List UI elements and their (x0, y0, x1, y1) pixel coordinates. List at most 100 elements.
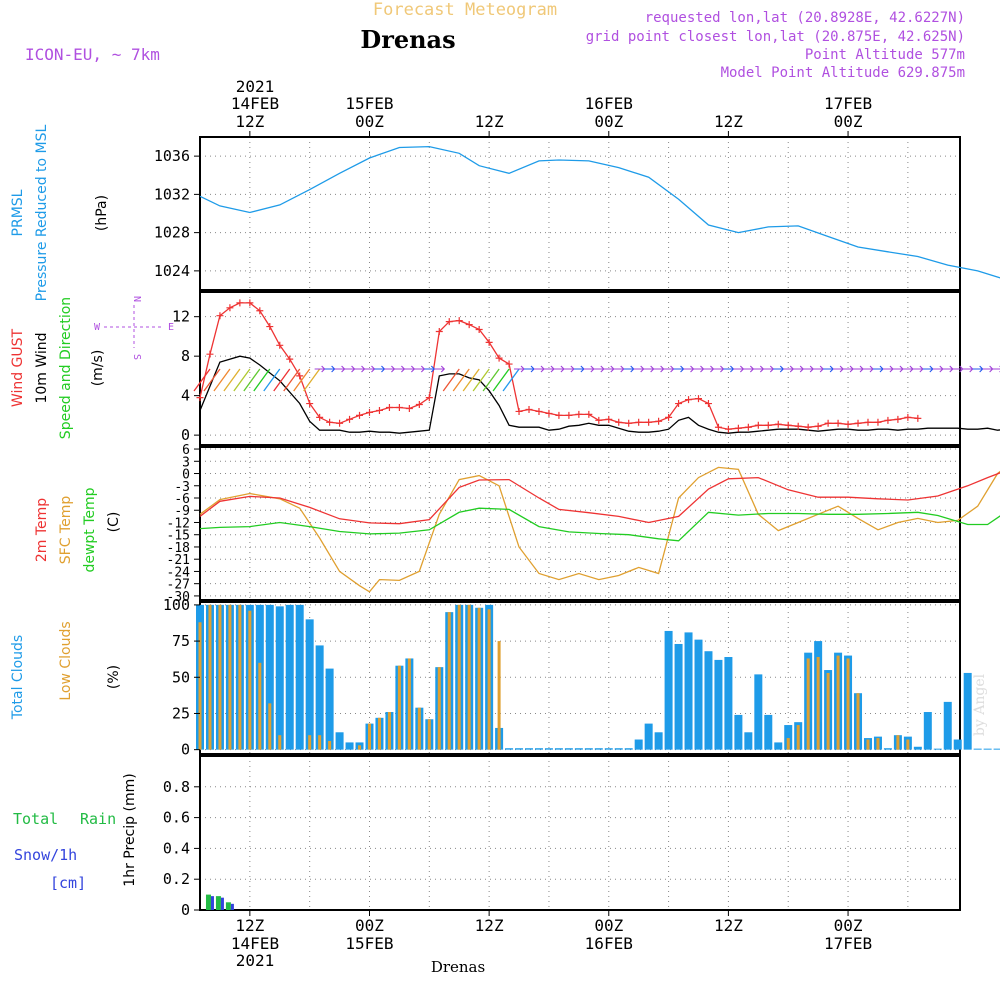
low-cloud-bar-12 (318, 735, 322, 750)
low-cloud-bar-2 (218, 604, 222, 750)
gust-marker-4 (236, 299, 244, 307)
low-cloud-bar-67 (866, 739, 870, 750)
gust-marker-36 (555, 411, 563, 419)
top-time-label-1: 00Z (355, 112, 384, 131)
total-cloud-bar-46 (654, 732, 663, 750)
bottom-time-label-2: 12Z (475, 916, 504, 935)
wind-arrow-27 (394, 365, 406, 373)
total-cloud-bar-43 (624, 748, 633, 750)
wind-arrow-50 (623, 365, 635, 373)
wind-barb-14 (263, 368, 281, 392)
gust-marker-31 (505, 360, 513, 368)
gust-marker-10 (296, 372, 304, 380)
gust-marker-70 (894, 415, 902, 423)
low-cloud-bar-29 (487, 609, 491, 750)
gust-marker-33 (525, 405, 533, 413)
total-cloud-bar-39 (584, 748, 593, 750)
wind-arrow-59 (713, 365, 725, 373)
low-cloud-bar-16 (358, 745, 362, 750)
low-cloud-bar-22 (417, 707, 421, 750)
total-cloud-bar-7 (265, 604, 274, 750)
gust-marker-40 (595, 416, 603, 424)
top-time-label-4: 12Z (714, 112, 743, 131)
gust-marker-71 (904, 413, 912, 421)
total-cloud-bar-80 (993, 748, 1000, 750)
gust-marker-50 (695, 395, 702, 403)
gust-marker-42 (615, 418, 623, 426)
gust-marker-41 (605, 415, 613, 423)
temp-frame (199, 446, 961, 601)
gust-marker-11 (306, 400, 314, 408)
requested-coords: requested lon,lat (20.8928E, 42.6227N) (645, 10, 965, 26)
wind-arrow-56 (683, 365, 695, 373)
gust-marker-9 (286, 355, 294, 363)
total-cloud-bar-45 (644, 723, 653, 750)
wind-arrow-60 (723, 365, 735, 373)
total-cloud-bar-31 (505, 748, 514, 750)
wind-ylabel-1: 4 (181, 387, 190, 405)
low-cloud-bar-71 (906, 739, 910, 750)
precip-ylabel-4: 0.8 (163, 778, 190, 796)
wind-arrow-77 (892, 365, 904, 373)
total-cloud-bar-9 (285, 604, 294, 750)
wind-arrow-23 (354, 365, 366, 373)
gust-marker-18 (375, 406, 383, 414)
bottom-date-label-1: 15FEB (345, 934, 393, 953)
gust-marker-52 (714, 423, 722, 431)
low-cloud-bar-1 (208, 604, 212, 750)
wind-arrow-54 (663, 365, 675, 373)
top-time-label-0: 12Z (235, 112, 264, 131)
total-clouds-label: Total Clouds (10, 635, 26, 720)
clouds-ylabel-3: 75 (172, 632, 190, 650)
temp-dewpt-label: dewpt Temp (82, 487, 98, 572)
gust-marker-17 (365, 408, 373, 416)
precip-snow-label: Snow/1h (14, 846, 77, 864)
total-cloud-bar-78 (973, 748, 982, 750)
clouds-ylabel-1: 25 (172, 704, 190, 722)
low-cloud-bar-19 (387, 712, 391, 750)
low-cloud-bar-20 (397, 665, 401, 750)
total-cloud-bar-72 (913, 746, 922, 750)
wind-arrow-26 (384, 365, 396, 373)
wind-arrow-55 (673, 365, 685, 373)
gust-marker-2 (216, 312, 224, 320)
low-cloud-bar-17 (367, 723, 371, 750)
gust-marker-1 (206, 350, 214, 358)
wind-arrow-52 (643, 365, 655, 373)
gust-marker-5 (246, 299, 254, 307)
bottom-year: 2021 (236, 951, 275, 970)
precip-ylabel-2: 0.4 (163, 839, 190, 857)
watermark: by Angel (972, 673, 988, 736)
wind-arrow-41 (533, 365, 545, 373)
wind-arrow-87 (992, 365, 1000, 373)
gust-marker-37 (565, 411, 573, 419)
total-cloud-bar-10 (295, 604, 304, 750)
wind-arrow-31 (434, 365, 446, 373)
wind-speed-line (199, 355, 1000, 434)
wind-barb-13 (253, 368, 271, 392)
low-cloud-bar-13 (328, 740, 332, 750)
total-cloud-bar-75 (943, 701, 952, 750)
total-cloud-bar-58 (774, 742, 783, 750)
cloud-labels: Total Clouds Low Clouds (%) (10, 621, 122, 720)
low-cloud-bar-11 (308, 735, 312, 750)
temp-ylabel-9: -3 (174, 480, 190, 495)
total-cloud-bar-8 (275, 606, 284, 750)
gust-marker-49 (685, 396, 693, 404)
clouds-unit: (%) (106, 665, 122, 689)
top-date-label-3: 16FEB (585, 94, 633, 113)
wind-arrow-30 (424, 365, 436, 373)
top-first-date: 14FEB (231, 94, 279, 113)
bottom-date-label-3: 16FEB (585, 934, 633, 953)
gust-marker-29 (485, 338, 493, 346)
point-altitude: Point Altitude 577m (805, 47, 965, 63)
rain-bar-2 (225, 902, 231, 910)
gust-marker-66 (854, 419, 862, 427)
wind-arrow-71 (833, 365, 844, 373)
gust-marker-63 (824, 419, 832, 427)
wind-arrow-85 (972, 365, 984, 373)
data-series (194, 147, 1000, 910)
wind-barb-12 (243, 368, 261, 392)
gust-marker-61 (804, 423, 812, 431)
total-cloud-bar-32 (515, 748, 524, 750)
